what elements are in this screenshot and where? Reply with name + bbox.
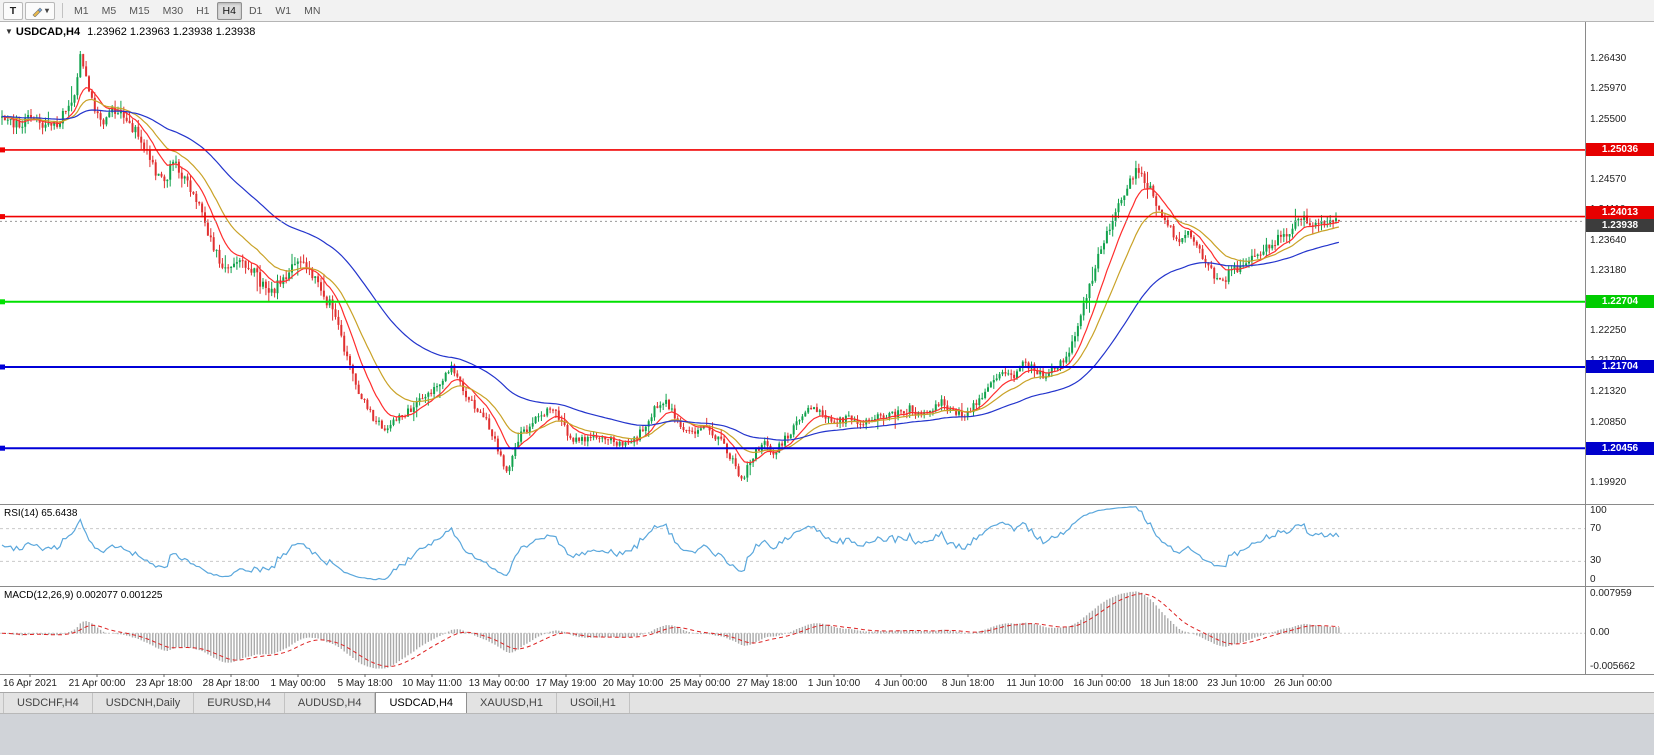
tab-audusd-h4[interactable]: AUDUSD,H4 (285, 693, 376, 713)
macd-scale-label: -0.005662 (1590, 661, 1636, 672)
price-scale-label: 1.24570 (1590, 174, 1627, 186)
chart-ohlc-values: 1.23962 1.23963 1.23938 1.23938 (87, 26, 256, 38)
toolbar-separator (62, 3, 64, 18)
time-axis-label: 10 May 11:00 (402, 678, 462, 689)
timeframe-button-m30[interactable]: M30 (162, 4, 184, 17)
time-axis-label: 8 Jun 18:00 (941, 678, 995, 689)
hline-price-tag: 1.25036 (1586, 143, 1654, 157)
time-axis-label: 23 Apr 18:00 (135, 678, 193, 689)
rsi-scale-label: 0 (1590, 574, 1596, 585)
chart-canvas[interactable] (0, 22, 1654, 692)
toolbar: T ▾ M1 M5 M15 M30 H1 H4 D1 W1 MN (0, 0, 1654, 22)
time-axis-label: 28 Apr 18:00 (202, 678, 260, 689)
hline-price-tag: 1.20456 (1586, 441, 1654, 455)
time-axis-label: 17 May 19:00 (535, 678, 597, 689)
text-tool-button[interactable]: T (3, 1, 23, 20)
macd-histogram (4, 591, 1340, 669)
chevron-down-icon: ▾ (45, 6, 50, 15)
price-scale-label: 1.25970 (1590, 83, 1627, 95)
tab-usoil-h1[interactable]: USOil,H1 (557, 693, 630, 713)
price-scale-label: 1.23640 (1590, 234, 1627, 246)
time-axis-label: 21 Apr 00:00 (68, 678, 126, 689)
time-axis-label: 25 May 00:00 (669, 678, 731, 689)
timeframe-button-h4[interactable]: H4 (216, 1, 242, 20)
tab-eurusd-h4[interactable]: EURUSD,H4 (194, 693, 285, 713)
time-axis-label: 4 Jun 00:00 (874, 678, 928, 689)
time-axis-label: 16 Jun 00:00 (1073, 678, 1131, 689)
time-axis-label: 1 May 00:00 (270, 678, 326, 689)
rsi-scale-label: 30 (1590, 555, 1602, 567)
collapse-triangle-icon[interactable]: ▼ (5, 27, 13, 36)
timeframe-button-m1[interactable]: M1 (74, 4, 89, 17)
chart-symbol-label: USDCAD,H4 (15, 26, 81, 38)
hline-price-tag: 1.21704 (1586, 360, 1654, 374)
candles-layer (1, 51, 1340, 482)
rsi-indicator-label: RSI(14) 65.6438 (4, 508, 78, 519)
text-tool-label: T (9, 4, 17, 17)
chart-region: ▼ USDCAD,H4 1.23962 1.23963 1.23938 1.2393… (0, 22, 1654, 692)
time-axis-label: 16 Apr 2021 (3, 678, 57, 689)
time-axis-label: 13 May 00:00 (468, 678, 530, 689)
chart-title: ▼ USDCAD,H4 1.23962 1.23963 1.23938 1.2393… (5, 26, 255, 38)
timeframe-button-d1[interactable]: D1 (248, 4, 263, 17)
time-axis-label: 18 Jun 18:00 (1140, 678, 1198, 689)
rsi-scale-label: 100 (1590, 505, 1607, 516)
timeframe-button-h1[interactable]: H1 (196, 4, 210, 17)
draw-tool-button[interactable]: ▾ (25, 1, 56, 20)
horizontal-level-lines[interactable] (0, 147, 1585, 451)
price-scale-label: 1.25500 (1590, 113, 1627, 125)
rsi-line (1, 506, 1340, 581)
tab-usdchf-h4[interactable]: USDCHF,H4 (3, 693, 93, 713)
moving-average-lines (1, 87, 1340, 464)
price-scale-label: 1.19920 (1590, 477, 1627, 489)
price-scale-label: 1.23180 (1590, 264, 1627, 276)
price-scale-label: 1.21320 (1590, 385, 1627, 397)
time-axis-label: 11 Jun 10:00 (1006, 678, 1064, 689)
time-axis-label: 23 Jun 10:00 (1207, 678, 1265, 689)
tab-usdcnh-daily[interactable]: USDCNH,Daily (93, 693, 195, 713)
time-axis-label: 26 Jun 00:00 (1274, 678, 1332, 689)
time-axis-label: 20 May 10:00 (602, 678, 664, 689)
pencil-icon (32, 7, 43, 17)
macd-scale-label: 0.007959 (1590, 588, 1632, 599)
time-axis-label: 1 Jun 10:00 (807, 678, 861, 689)
macd-scale-label: 0.00 (1590, 627, 1610, 639)
timeframe-button-m15[interactable]: M15 (129, 4, 150, 17)
macd-indicator-label: MACD(12,26,9) 0.002077 0.001225 (4, 590, 163, 601)
macd-signal-line (1, 593, 1339, 668)
timeframe-button-w1[interactable]: W1 (275, 4, 292, 17)
timeframe-button-mn[interactable]: MN (304, 4, 321, 17)
timeframe-button-m5[interactable]: M5 (101, 4, 117, 17)
time-axis-label: 5 May 18:00 (337, 678, 393, 689)
price-scale-label: 1.26430 (1590, 53, 1627, 65)
tab-usdcad-h4[interactable]: USDCAD,H4 (375, 692, 468, 713)
rsi-scale-label: 70 (1590, 522, 1602, 534)
price-scale-label: 1.20850 (1590, 416, 1627, 428)
time-axis-label: 27 May 18:00 (736, 678, 798, 689)
current-price-tag: 1.23938 (1586, 219, 1654, 232)
chart-tab-bar: USDCHF,H4 USDCNH,Daily EURUSD,H4 AUDUSD,H4 U… (0, 692, 1654, 713)
status-strip (0, 713, 1654, 755)
price-scale-label: 1.22250 (1590, 325, 1627, 337)
tab-xauusd-h1[interactable]: XAUUSD,H1 (467, 693, 557, 713)
hline-price-tag: 1.22704 (1586, 295, 1654, 309)
timeframe-group: M1 M5 M15 M30 H1 H4 D1 W1 MN (68, 1, 326, 20)
hline-price-tag: 1.24013 (1586, 206, 1654, 219)
